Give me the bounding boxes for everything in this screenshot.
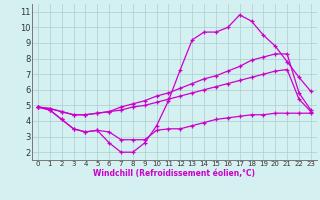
X-axis label: Windchill (Refroidissement éolien,°C): Windchill (Refroidissement éolien,°C) — [93, 169, 255, 178]
